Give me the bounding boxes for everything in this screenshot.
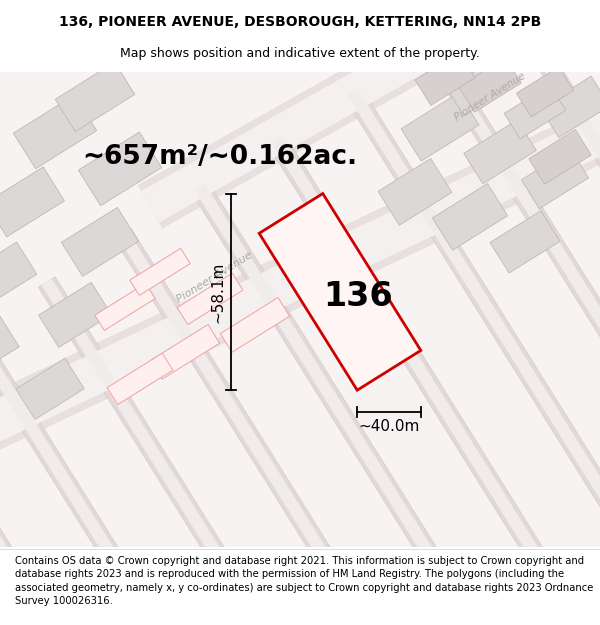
Polygon shape: [500, 0, 600, 625]
Polygon shape: [423, 40, 600, 625]
Polygon shape: [267, 134, 600, 625]
Polygon shape: [378, 159, 452, 225]
Text: ~40.0m: ~40.0m: [358, 419, 420, 434]
Polygon shape: [107, 353, 173, 404]
Polygon shape: [194, 183, 600, 625]
Polygon shape: [529, 129, 591, 184]
Polygon shape: [576, 0, 600, 625]
Polygon shape: [177, 273, 243, 324]
Text: ~657m²/~0.162ac.: ~657m²/~0.162ac.: [82, 144, 358, 170]
Polygon shape: [220, 298, 290, 352]
Text: Pioneer Avenue: Pioneer Avenue: [175, 249, 255, 304]
Polygon shape: [0, 242, 37, 308]
Polygon shape: [496, 0, 600, 625]
Polygon shape: [0, 324, 403, 625]
Polygon shape: [130, 248, 190, 296]
Polygon shape: [191, 181, 600, 625]
Polygon shape: [259, 194, 421, 390]
Polygon shape: [521, 149, 589, 209]
Polygon shape: [447, 58, 513, 116]
Polygon shape: [79, 132, 161, 206]
Text: 136: 136: [323, 281, 393, 313]
Polygon shape: [41, 279, 476, 625]
Polygon shape: [517, 67, 574, 117]
Polygon shape: [95, 283, 155, 331]
Polygon shape: [347, 88, 600, 625]
Polygon shape: [420, 38, 600, 625]
Polygon shape: [0, 62, 600, 492]
Polygon shape: [38, 277, 479, 625]
Text: Map shows position and indicative extent of the property.: Map shows position and indicative extent…: [120, 48, 480, 61]
Polygon shape: [0, 419, 250, 625]
Polygon shape: [0, 326, 400, 625]
Polygon shape: [415, 52, 475, 106]
Polygon shape: [490, 211, 560, 273]
Text: Pioneer Avenue: Pioneer Avenue: [453, 71, 527, 122]
Polygon shape: [0, 167, 64, 237]
Polygon shape: [343, 86, 600, 625]
Polygon shape: [16, 358, 84, 419]
Polygon shape: [138, 0, 600, 229]
Polygon shape: [141, 0, 600, 222]
Polygon shape: [459, 58, 521, 112]
Polygon shape: [0, 69, 600, 485]
Text: Contains OS data © Crown copyright and database right 2021. This information is : Contains OS data © Crown copyright and d…: [15, 556, 593, 606]
Polygon shape: [433, 184, 508, 250]
Polygon shape: [271, 136, 600, 625]
Polygon shape: [151, 324, 220, 379]
Polygon shape: [0, 422, 247, 625]
Polygon shape: [504, 85, 566, 139]
Polygon shape: [55, 62, 135, 131]
Polygon shape: [61, 208, 139, 276]
Polygon shape: [401, 92, 479, 161]
Polygon shape: [0, 372, 326, 625]
Polygon shape: [38, 282, 112, 348]
Polygon shape: [540, 76, 600, 138]
Polygon shape: [13, 95, 97, 169]
Polygon shape: [115, 229, 556, 625]
Polygon shape: [0, 468, 174, 625]
Polygon shape: [572, 0, 600, 625]
Polygon shape: [0, 374, 323, 625]
Text: ~58.1m: ~58.1m: [211, 261, 226, 322]
Polygon shape: [464, 120, 536, 184]
Polygon shape: [0, 316, 19, 378]
Text: 136, PIONEER AVENUE, DESBOROUGH, KETTERING, NN14 2PB: 136, PIONEER AVENUE, DESBOROUGH, KETTERI…: [59, 14, 541, 29]
Polygon shape: [118, 231, 552, 625]
Polygon shape: [0, 469, 170, 625]
